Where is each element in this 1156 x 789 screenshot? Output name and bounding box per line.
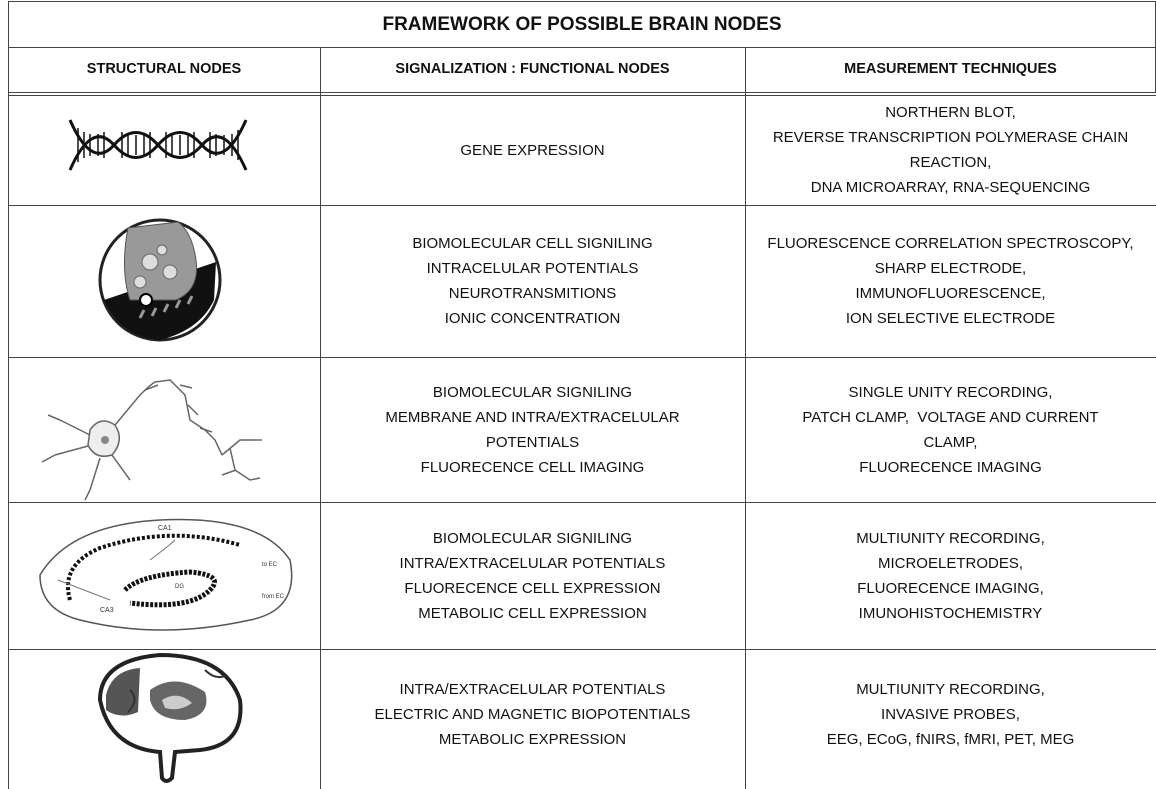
brain-icon	[97, 652, 243, 783]
measurement-cell: FLUORESCENCE CORRELATION SPECTROSCOPY, SH…	[745, 205, 1156, 357]
text-line: CLAMP,	[923, 433, 978, 451]
text-line: MULTIUNITY RECORDING,	[856, 529, 1045, 547]
title: FRAMEWORK OF POSSIBLE BRAIN NODES	[382, 13, 782, 35]
synapse-icon	[98, 218, 222, 342]
text-line: ION SELECTIVE ELECTRODE	[845, 310, 1056, 327]
icon-label: CA3	[100, 607, 114, 614]
rule	[320, 47, 321, 789]
functional-cell: INTRA/EXTRACELULAR POTENTIALS ELECTRIC AN…	[320, 677, 745, 752]
text-line: INTRACELULAR POTENTIALS	[426, 260, 639, 277]
text-line: FLUORECENCE IMAGING,	[857, 579, 1044, 597]
text-line: REACTION,	[909, 154, 992, 171]
text-line: FLUORECENCE CELL EXPRESSION	[404, 579, 661, 597]
header: SIGNALIZATION : FUNCTIONAL NODES	[395, 61, 670, 77]
rule	[8, 502, 1156, 503]
functional-cell: BIOMOLECULAR CELL SIGNILING INTRACELULAR …	[320, 205, 745, 357]
icons: CA1 CA3 DG to EC from EC	[39, 119, 293, 783]
text-line: EEG, ECoG, fNIRS, fMRI, PET, MEG	[826, 731, 1075, 748]
measurement-cell: NORTHERN BLOT, REVERSE TRANSCRIPTION POLY…	[745, 95, 1156, 205]
text-line: NEUROTRANSMITIONS	[448, 285, 617, 302]
text-line: IMUNOHISTOCHEMISTRY	[858, 604, 1043, 622]
text-line: INTRA/EXTRACELULAR POTENTIALS	[399, 554, 666, 572]
text-line: SHARP ELECTRODE,	[874, 260, 1027, 277]
text-line: GENE EXPRESSION	[460, 141, 605, 159]
text-line: INTRA/EXTRACELULAR POTENTIALS	[399, 681, 666, 698]
text-line: FLUORECENCE IMAGING	[859, 458, 1042, 476]
rule	[8, 95, 1156, 96]
icon-label: to EC	[262, 562, 278, 568]
functional-cell: BIOMOLECULAR SIGNILING MEMBRANE AND INTRA…	[320, 357, 745, 502]
text-line: MICROELETRODES,	[877, 554, 1024, 572]
measurement-cell: SINGLE UNITY RECORDING, PATCH CLAMP, VOLT…	[745, 357, 1156, 502]
icon-label: CA1	[158, 525, 172, 532]
text-line: PATCH CLAMP, VOLTAGE AND CURRENT	[802, 408, 1099, 426]
text-line: BIOMOLECULAR SIGNILING	[432, 529, 633, 547]
text-line: REVERSE TRANSCRIPTION POLYMERASE CHAIN	[772, 129, 1129, 146]
text-line: FLUORESCENCE CORRELATION SPECTROSCOPY,	[767, 235, 1134, 252]
icon-label: from EC	[262, 594, 285, 600]
header: MEASUREMENT TECHNIQUES	[844, 61, 1057, 77]
rule	[8, 1, 1156, 2]
rule	[8, 1, 9, 789]
text-line: MULTIUNITY RECORDING,	[856, 681, 1045, 698]
dna-icon	[68, 119, 248, 171]
text-line: NORTHERN BLOT,	[885, 104, 1016, 121]
rule	[8, 357, 1156, 358]
icon-label: DG	[175, 584, 184, 590]
rule	[745, 47, 746, 789]
text-line: POTENTIALS	[485, 433, 580, 451]
functional-cell: BIOMOLECULAR SIGNILING INTRA/EXTRACELULAR…	[320, 502, 745, 649]
text-line: SINGLE UNITY RECORDING,	[848, 383, 1053, 401]
text-line: MEMBRANE AND INTRA/EXTRACELULAR	[385, 408, 680, 426]
measurement-cell: MULTIUNITY RECORDING, INVASIVE PROBES, EEG…	[745, 677, 1156, 752]
text-line: BIOMOLECULAR SIGNILING	[432, 383, 633, 401]
rule	[8, 92, 1156, 93]
header: STRUCTURAL NODES	[86, 61, 242, 77]
hippocampus-icon: CA1 CA3 DG to EC from EC	[39, 518, 293, 631]
text-line: BIOMOLECULAR CELL SIGNILING	[412, 235, 653, 252]
measurement-cell: MULTIUNITY RECORDING, MICROELETRODES, FLUO…	[745, 502, 1156, 649]
rule	[8, 649, 1156, 650]
rule	[8, 47, 1156, 48]
text-line: DNA MICROARRAY, RNA-SEQUENCING	[810, 179, 1091, 196]
text-line: INVASIVE PROBES,	[881, 706, 1020, 723]
text-line: METABOLIC CELL EXPRESSION	[418, 604, 647, 622]
rule	[8, 205, 1156, 206]
neuron-icon	[41, 379, 262, 501]
text-line: FLUORECENCE CELL IMAGING	[420, 458, 645, 476]
text-line: METABOLIC EXPRESSION	[438, 731, 627, 748]
text-line: IMMUNOFLUORESCENCE,	[855, 285, 1046, 302]
text-line: IONIC CONCENTRATION	[444, 310, 621, 327]
functional-cell: GENE EXPRESSION	[320, 95, 745, 205]
text-line: ELECTRIC AND MAGNETIC BIOPOTENTIALS	[374, 706, 691, 723]
